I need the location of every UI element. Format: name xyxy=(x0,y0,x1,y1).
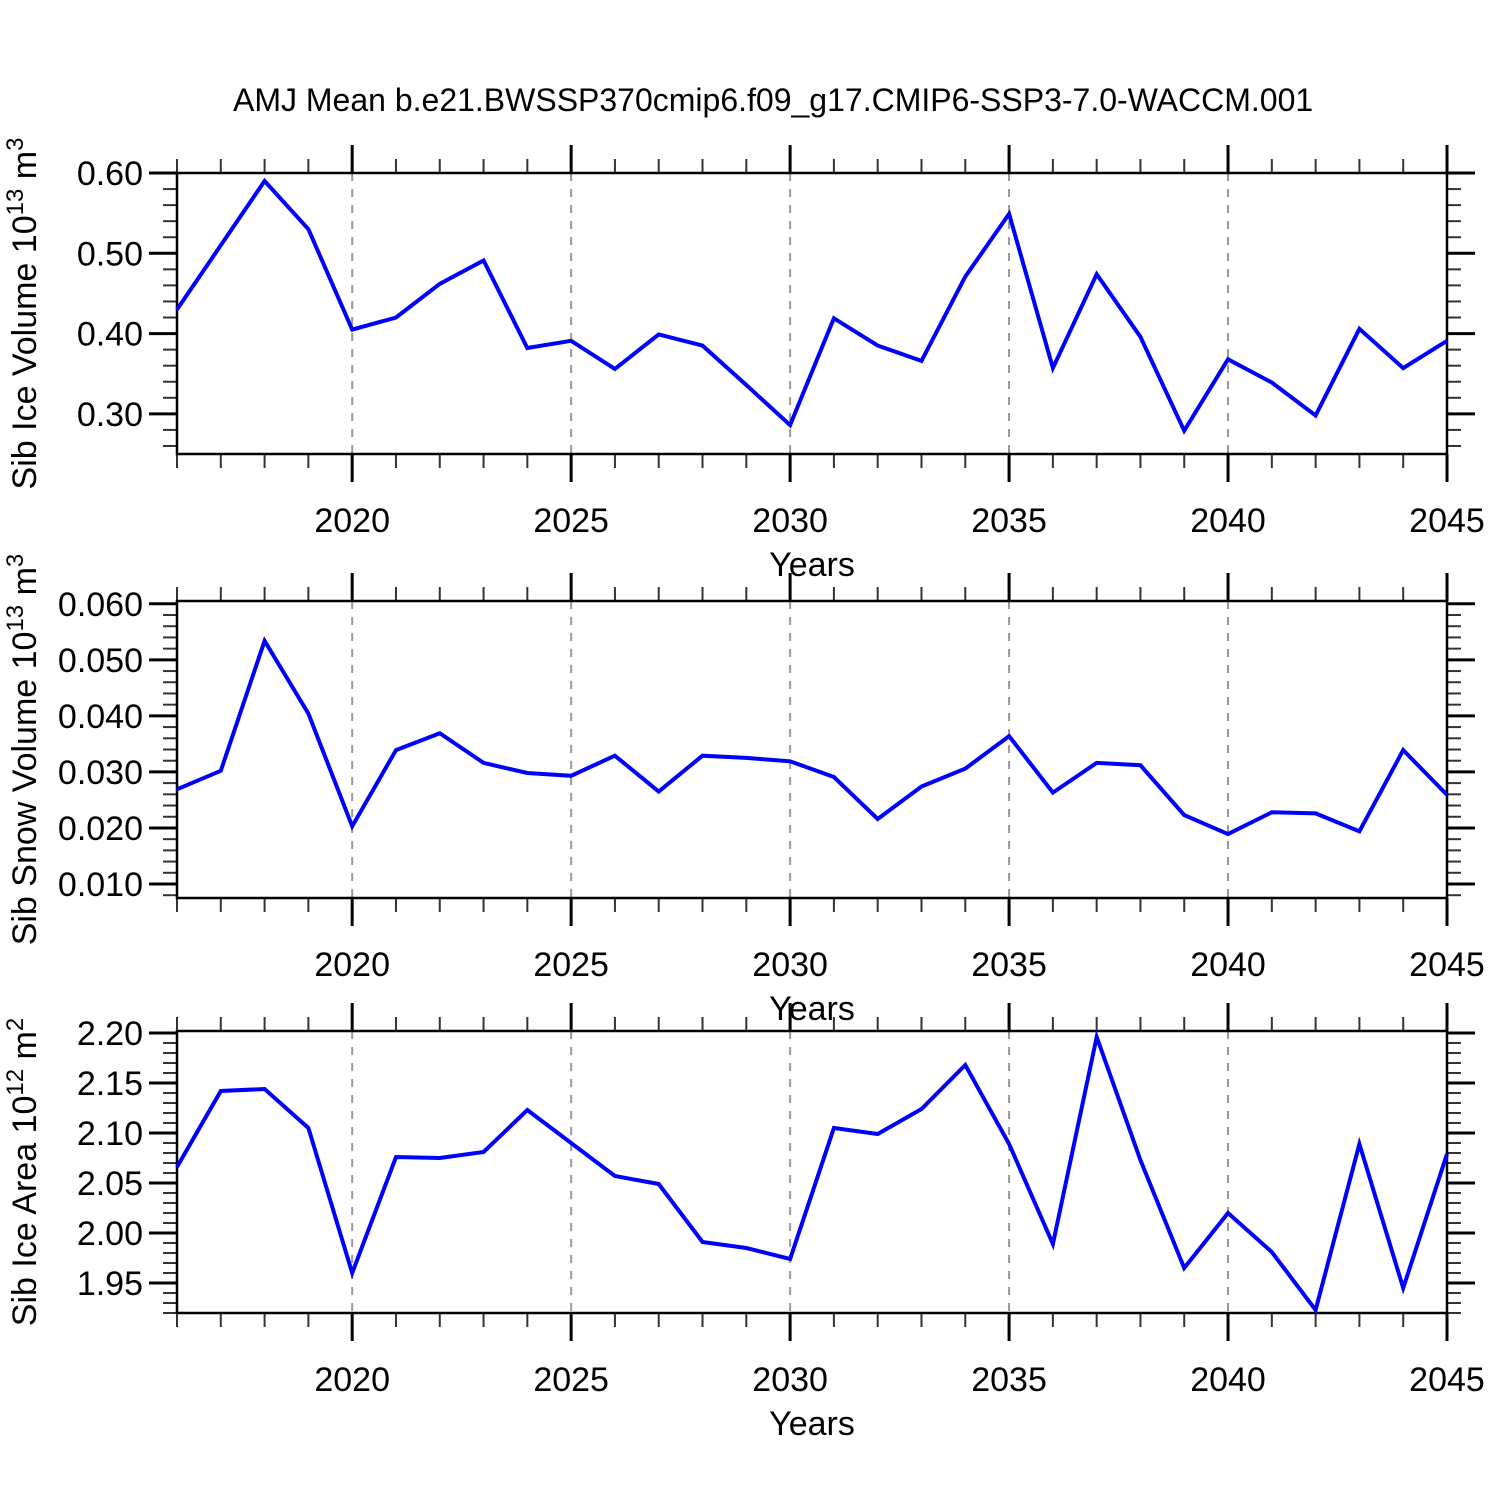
y-tick-label: 2.10 xyxy=(77,1115,143,1153)
x-tick-label: 2035 xyxy=(971,1361,1047,1399)
y-axis-title-sup: 13 xyxy=(2,605,29,632)
y-axis-title-sup: 2 xyxy=(2,1018,29,1031)
x-tick-label: 2030 xyxy=(752,1361,828,1399)
y-axis-title-sup: 12 xyxy=(2,1069,29,1096)
x-axis-title: Years xyxy=(769,1405,855,1443)
y-axis-title-text: m xyxy=(6,567,44,605)
y-tick-label: 2.15 xyxy=(77,1065,143,1103)
x-tick-label: 2025 xyxy=(533,1361,609,1399)
y-tick-label: 0.020 xyxy=(58,810,143,848)
x-tick-label: 2040 xyxy=(1190,1361,1266,1399)
y-tick-label: 2.05 xyxy=(77,1165,143,1203)
y-axis-title: Sib Snow Volume 1013 m3 xyxy=(2,554,44,946)
y-axis-title-text: Sib Ice Volume 10 xyxy=(6,215,44,489)
plot-frame xyxy=(175,1029,1449,1315)
x-tick-label: 2045 xyxy=(1409,946,1485,984)
y-tick-label: 0.60 xyxy=(77,155,143,193)
y-axis-title: Sib Ice Area 1012 m2 xyxy=(2,1018,44,1326)
x-tick-label: 2040 xyxy=(1190,502,1266,540)
y-tick-label: 0.050 xyxy=(58,642,143,680)
y-tick-label: 0.010 xyxy=(58,866,143,904)
y-axis-title-text: m xyxy=(6,1031,44,1069)
sib-ice-area-line xyxy=(175,1029,1449,1315)
chart-title: AMJ Mean b.e21.BWSSP370cmip6.f09_g17.CMI… xyxy=(233,82,1314,118)
y-tick-label: 0.060 xyxy=(58,586,143,624)
x-axis-title: Years xyxy=(769,546,855,584)
x-tick-label: 2045 xyxy=(1409,1361,1485,1399)
x-tick-label: 2020 xyxy=(314,1361,390,1399)
y-axis-title-sup: 3 xyxy=(2,554,29,567)
y-tick-label: 0.040 xyxy=(58,698,143,736)
y-tick-label: 0.030 xyxy=(58,754,143,792)
x-tick-label: 2020 xyxy=(314,946,390,984)
sib-ice-volume-panel: 0.30 0.40 0.50 0.60 2020 2025 2030 2035 2040 2045… xyxy=(2,138,1485,584)
y-axis-title-text: m xyxy=(6,151,44,189)
y-tick-label: 1.95 xyxy=(77,1265,143,1303)
sib-ice-volume-line xyxy=(175,177,1449,435)
plot-frame xyxy=(175,599,1449,900)
x-tick-label: 2045 xyxy=(1409,502,1485,540)
x-tick-label: 2025 xyxy=(533,502,609,540)
x-tick-label: 2040 xyxy=(1190,946,1266,984)
x-tick-label: 2030 xyxy=(752,946,828,984)
x-tick-label: 2020 xyxy=(314,502,390,540)
y-axis-title-text: Sib Ice Area 10 xyxy=(6,1096,44,1327)
y-tick-label: 0.30 xyxy=(77,396,143,434)
sib-snow-volume-panel: 0.010 0.020 0.030 0.040 0.050 0.060 2020 2025 20… xyxy=(2,554,1485,1028)
sib-snow-volume-line xyxy=(176,636,1449,837)
x-tick-label: 2030 xyxy=(752,502,828,540)
sib-ice-area-panel: 1.95 2.00 2.05 2.10 2.15 2.20 2020 2025 2030 2035… xyxy=(2,1003,1485,1443)
x-tick-label: 2025 xyxy=(533,946,609,984)
x-tick-label: 2035 xyxy=(971,502,1047,540)
y-axis-title-sup: 3 xyxy=(2,138,29,151)
plot-frame xyxy=(175,171,1449,456)
y-tick-label: 2.00 xyxy=(77,1215,143,1253)
x-tick-label: 2035 xyxy=(971,946,1047,984)
y-axis-title-text: Sib Snow Volume 10 xyxy=(6,632,44,946)
y-tick-label: 0.40 xyxy=(77,316,143,354)
y-axis-title-sup: 13 xyxy=(2,189,29,216)
y-tick-label: 0.50 xyxy=(77,235,143,273)
x-axis-title: Years xyxy=(769,990,855,1028)
y-tick-label: 2.20 xyxy=(77,1015,143,1053)
y-axis-title: Sib Ice Volume 1013 m3 xyxy=(2,138,44,490)
